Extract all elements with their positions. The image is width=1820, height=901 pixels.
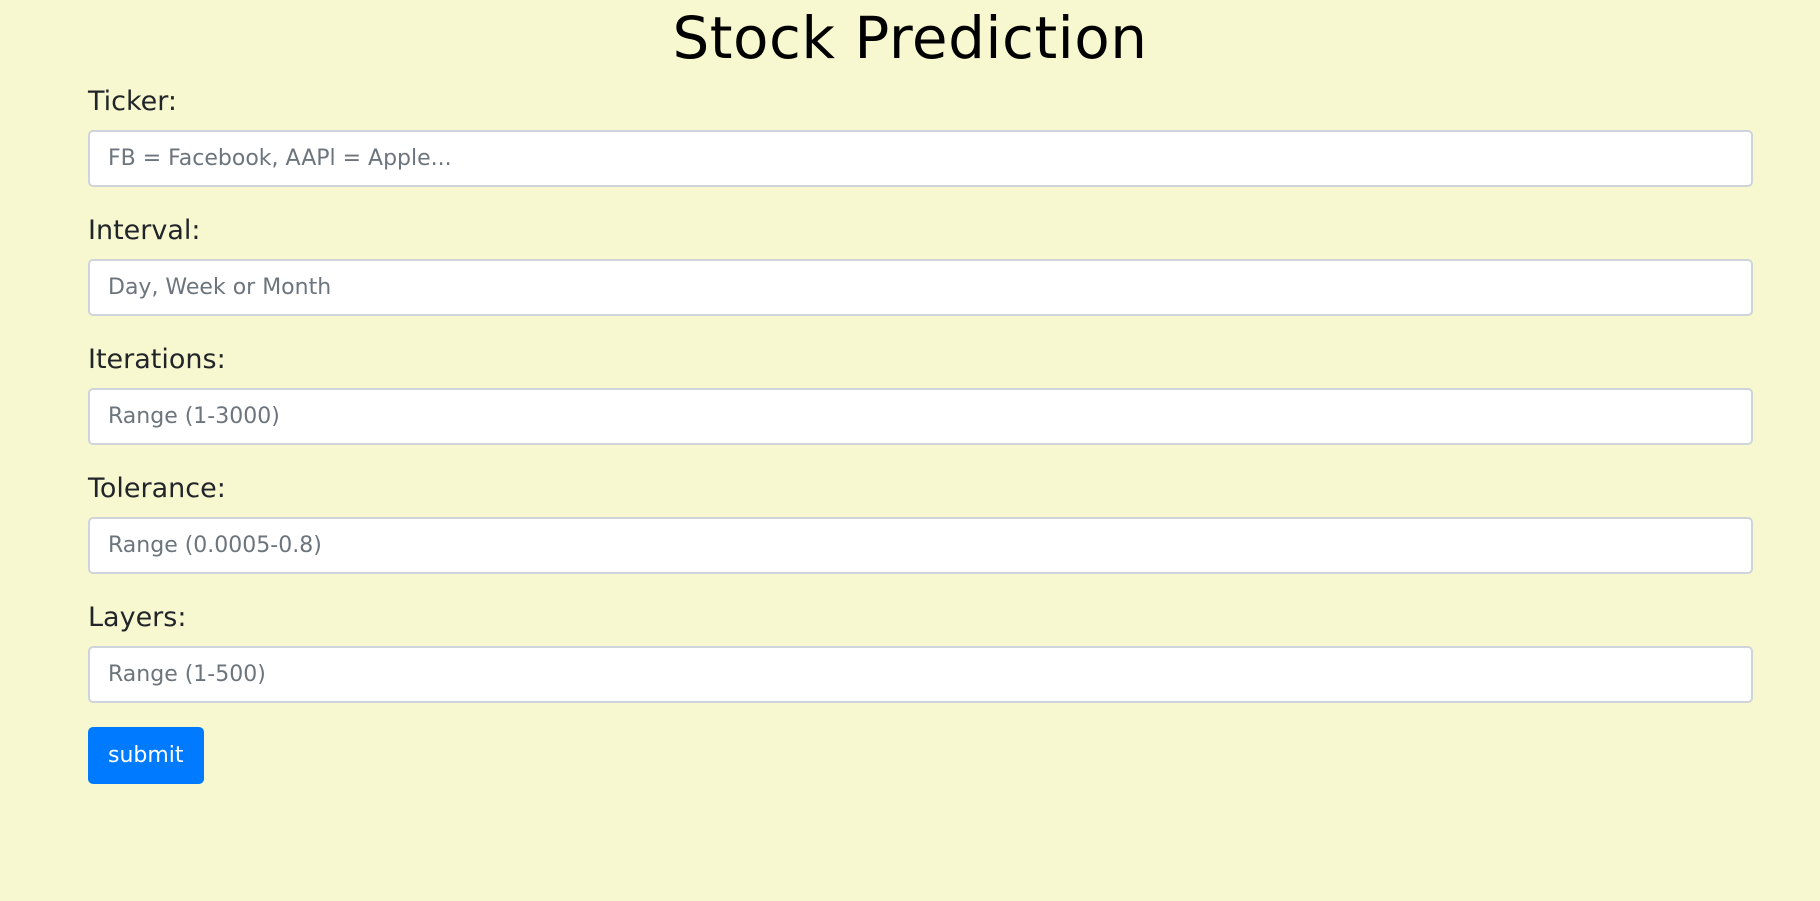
page-title: Stock Prediction (672, 4, 1148, 72)
iterations-input[interactable] (88, 388, 1753, 445)
layers-input[interactable] (88, 646, 1753, 703)
interval-input[interactable] (88, 259, 1753, 316)
ticker-input[interactable] (88, 130, 1753, 187)
layers-field-group: Layers: (88, 598, 1753, 703)
interval-label: Interval: (88, 215, 201, 246)
tolerance-input[interactable] (88, 517, 1753, 574)
tolerance-label: Tolerance: (88, 473, 226, 504)
iterations-field-group: Iterations: (88, 340, 1753, 445)
ticker-field-group: Ticker: (88, 82, 1753, 187)
layers-label: Layers: (88, 602, 187, 633)
ticker-label: Ticker: (88, 86, 178, 117)
iterations-label: Iterations: (88, 344, 226, 375)
stock-prediction-form: Ticker: Interval: Iterations: Tolerance:… (88, 82, 1753, 784)
tolerance-field-group: Tolerance: (88, 469, 1753, 574)
submit-button[interactable]: submit (88, 727, 204, 784)
interval-field-group: Interval: (88, 211, 1753, 316)
